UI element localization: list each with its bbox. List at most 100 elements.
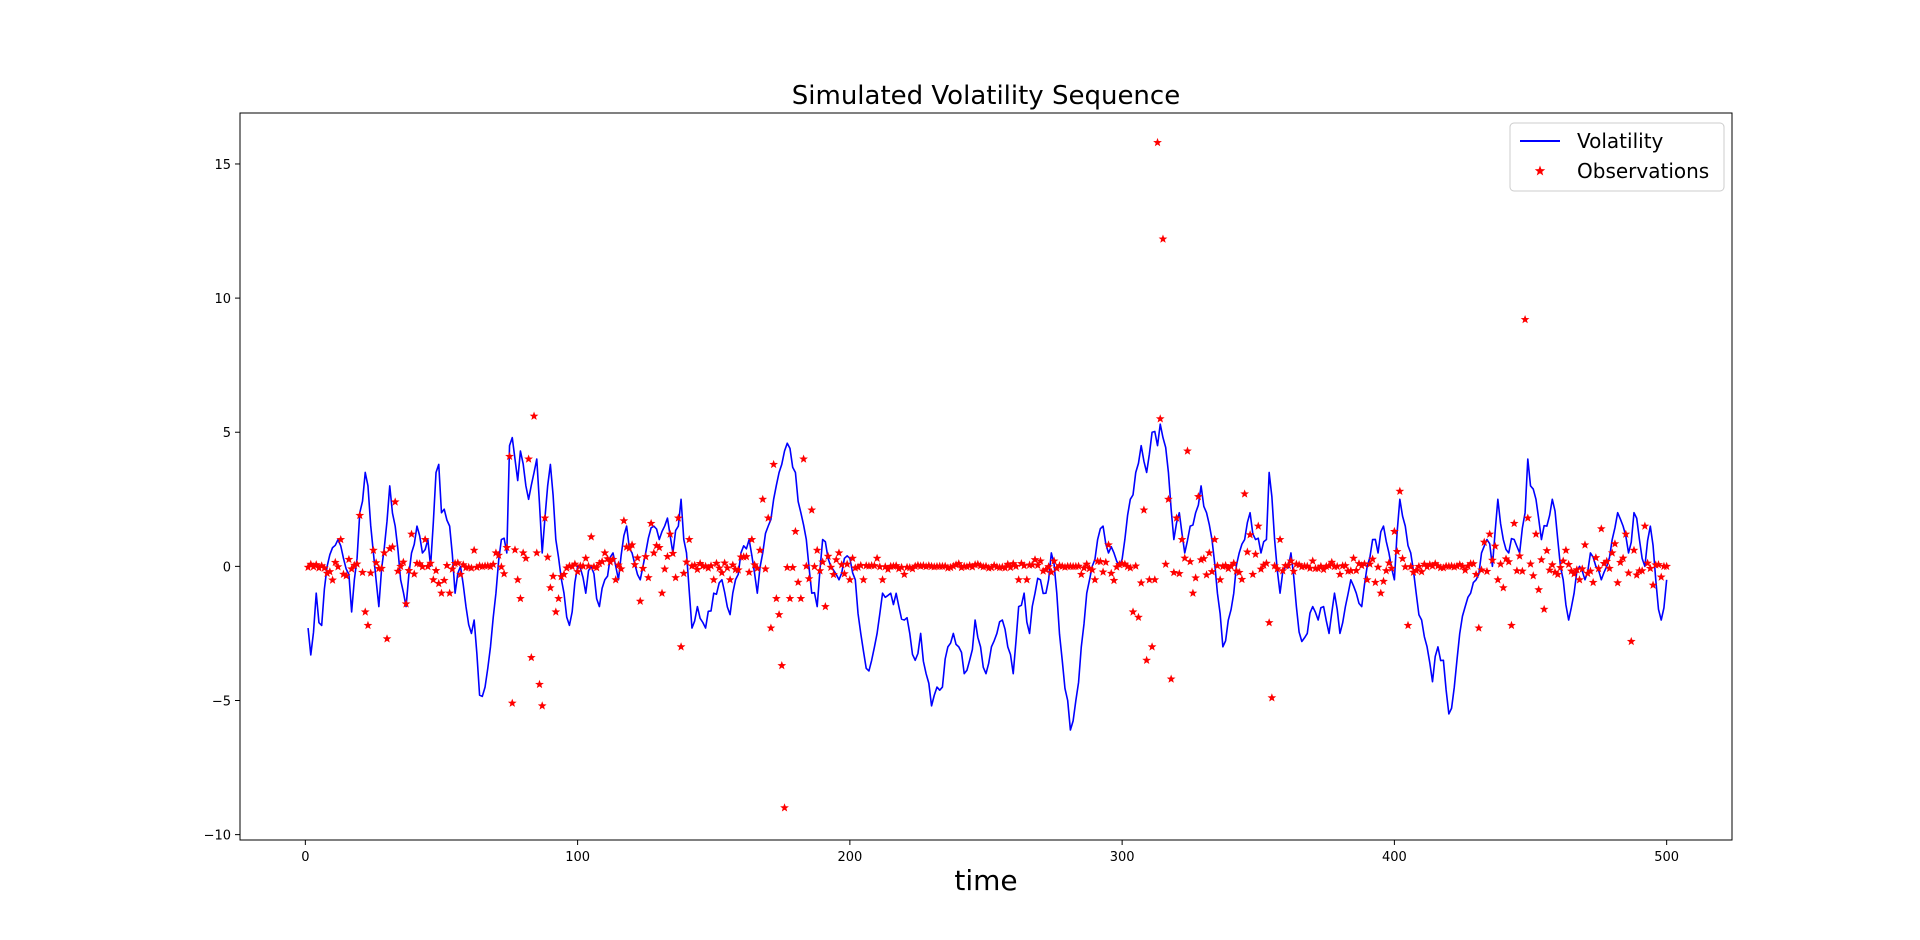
observation-point [679,568,689,578]
observation-point [1381,566,1391,575]
observation-point [1482,566,1492,576]
observation-point [948,561,958,570]
observation-point [513,575,523,584]
observation-point [330,557,340,567]
observation-point [1245,530,1255,539]
observation-point [1360,559,1369,568]
observation-point [1098,567,1108,576]
observation-point [1139,505,1149,514]
observation-point [1558,556,1568,565]
x-tick-label: 400 [1382,850,1407,865]
observation-point [543,552,553,561]
observation-point [1196,555,1206,564]
observation-point [921,561,931,571]
observation-point [1368,554,1377,563]
observation-point [1131,561,1141,570]
observation-point [1545,565,1554,574]
observation-point [1049,556,1059,565]
observation-point [1580,540,1590,549]
observation-point [551,607,561,616]
observation-point [608,554,618,564]
observation-point [1400,562,1410,571]
observation-point [1041,565,1051,574]
observation-point [1645,563,1655,573]
observation-point [973,559,983,569]
observation-point [693,564,702,574]
observation-point [1112,562,1122,571]
observation-point [1218,561,1228,571]
observation-point [742,552,751,561]
x-tick-label: 100 [565,850,590,865]
observation-point [905,563,915,572]
observation-point [1460,565,1470,574]
observation-point [1479,537,1489,546]
observation-point [1468,559,1478,568]
observation-point [703,563,713,572]
observation-point [431,566,441,575]
observation-point [652,541,661,550]
observation-point [1417,567,1426,576]
observation-point [826,562,836,572]
observation-point [1596,524,1606,533]
observation-point [605,557,615,566]
observation-point [456,569,465,579]
observation-point [1610,539,1620,548]
observation-point [1406,562,1416,571]
observation-point [752,563,762,573]
observation-point [981,561,991,571]
observation-point [447,564,457,573]
observation-point [1496,559,1505,568]
observation-point [820,602,830,611]
observation-point [1390,526,1399,536]
volatility-series [307,423,1668,731]
observation-point [614,560,623,569]
observation-point [1575,575,1584,584]
observation-point [1425,560,1435,569]
observation-point [505,451,514,461]
observation-point [1128,607,1138,616]
observation-point [1656,572,1666,581]
observation-point [788,563,798,572]
observation-point [799,454,808,463]
observation-point [796,593,806,603]
observation-point [1243,547,1252,556]
observation-point [322,568,332,578]
observation-point [840,569,849,578]
observation-point [1376,588,1386,597]
observation-point [407,529,416,538]
observation-point [1624,568,1633,577]
observation-point [1161,559,1171,568]
observation-point [328,575,337,584]
observation-point [1030,555,1040,564]
observation-point [486,562,495,571]
observation-point [1321,561,1331,571]
observation-point [684,534,694,544]
observation-point [494,550,504,559]
observation-point [989,560,999,570]
observation-point [341,571,351,580]
observation-point [1302,561,1312,570]
observation-point [1324,561,1334,570]
observation-point [1264,618,1274,627]
observation-point [880,562,890,571]
observation-point [665,529,675,538]
observation-point [815,566,825,575]
observation-point [1370,577,1380,587]
observation-point [434,578,444,588]
observation-point [807,505,817,514]
observation-point [532,548,542,557]
plot-area [240,113,1732,840]
observation-point [627,540,637,549]
observation-point [1202,570,1211,579]
observation-point [668,548,678,558]
observation-point [439,575,449,585]
observation-point [317,561,327,570]
observation-point [1349,553,1358,563]
observation-point [1419,559,1429,569]
observation-point [1221,560,1230,570]
observation-point [1648,580,1658,589]
observation-point [810,562,819,571]
observation-point [1046,567,1056,576]
observation-point [663,551,672,561]
